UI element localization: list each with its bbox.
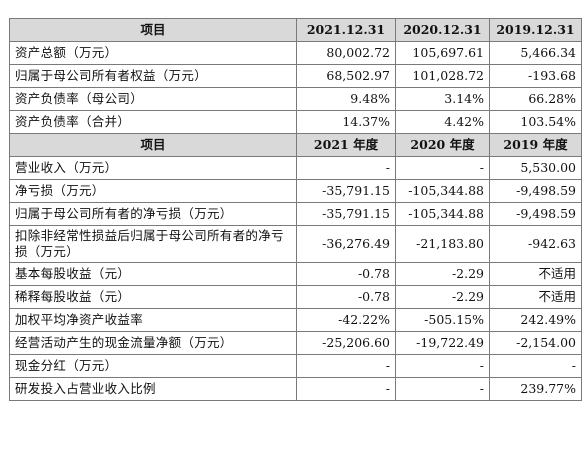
financial-table: 项目 2021.12.31 2020.12.31 2019.12.31 资产总额… [9, 18, 582, 401]
cell-value: 66.28% [489, 87, 582, 111]
header-cell: 2021 年度 [296, 133, 396, 157]
row-label: 加权平均净资产收益率 [9, 308, 297, 332]
table-row: 现金分红（万元） - - - [9, 354, 582, 378]
header-cell: 2020.12.31 [395, 18, 490, 42]
cell-value: -0.78 [296, 285, 396, 309]
table-row: 净亏损（万元） -35,791.15 -105,344.88 -9,498.59 [9, 179, 582, 203]
row-label: 资产负债率（母公司） [9, 87, 297, 111]
cell-value: 242.49% [489, 308, 582, 332]
table-row: 归属于母公司所有者权益（万元） 68,502.97 101,028.72 -19… [9, 64, 582, 88]
cell-value: -105,344.88 [395, 202, 490, 226]
cell-value: -505.15% [395, 308, 490, 332]
cell-value: 不适用 [489, 262, 582, 286]
row-label: 经营活动产生的现金流量净额（万元） [9, 331, 297, 355]
cell-value: 68,502.97 [296, 64, 396, 88]
cell-value: -0.78 [296, 262, 396, 286]
header-cell: 项目 [9, 18, 297, 42]
cell-value: 4.42% [395, 110, 490, 134]
header-cell: 2021.12.31 [296, 18, 396, 42]
cell-value: -2.29 [395, 262, 490, 286]
cell-value: -35,791.15 [296, 179, 396, 203]
table-row: 加权平均净资产收益率 -42.22% -505.15% 242.49% [9, 308, 582, 332]
cell-value: -2.29 [395, 285, 490, 309]
row-label: 营业收入（万元） [9, 156, 297, 180]
header-cell: 2019.12.31 [489, 18, 582, 42]
table-row: 资产负债率（合并） 14.37% 4.42% 103.54% [9, 110, 582, 134]
cell-value: -21,183.80 [395, 225, 490, 263]
cell-value: -19,722.49 [395, 331, 490, 355]
cell-value: - [296, 377, 396, 401]
table-row: 研发投入占营业收入比例 - - 239.77% [9, 377, 582, 401]
cell-value: - [296, 156, 396, 180]
cell-value: - [395, 156, 490, 180]
cell-value: -105,344.88 [395, 179, 490, 203]
header-cell: 2019 年度 [489, 133, 582, 157]
cell-value: -25,206.60 [296, 331, 396, 355]
cell-value: 103.54% [489, 110, 582, 134]
cell-value: -2,154.00 [489, 331, 582, 355]
table-header-row: 项目 2021 年度 2020 年度 2019 年度 [9, 133, 582, 157]
cell-value: 14.37% [296, 110, 396, 134]
cell-value: -36,276.49 [296, 225, 396, 263]
table-row: 扣除非经常性损益后归属于母公司所有者的净亏损（万元） -36,276.49 -2… [9, 225, 582, 263]
cell-value: - [395, 354, 490, 378]
cell-value: 80,002.72 [296, 41, 396, 65]
table-row: 归属于母公司所有者的净亏损（万元） -35,791.15 -105,344.88… [9, 202, 582, 226]
cell-value: - [489, 354, 582, 378]
table-row: 经营活动产生的现金流量净额（万元） -25,206.60 -19,722.49 … [9, 331, 582, 355]
row-label: 资产负债率（合并） [9, 110, 297, 134]
table-row: 营业收入（万元） - - 5,530.00 [9, 156, 582, 180]
row-label: 归属于母公司所有者的净亏损（万元） [9, 202, 297, 226]
table-row: 稀释每股收益（元） -0.78 -2.29 不适用 [9, 285, 582, 309]
row-label: 扣除非经常性损益后归属于母公司所有者的净亏损（万元） [9, 225, 297, 263]
cell-value: 105,697.61 [395, 41, 490, 65]
row-label: 研发投入占营业收入比例 [9, 377, 297, 401]
cell-value: - [395, 377, 490, 401]
cell-value: 3.14% [395, 87, 490, 111]
cell-value: -35,791.15 [296, 202, 396, 226]
row-label: 稀释每股收益（元） [9, 285, 297, 309]
table-row: 基本每股收益（元） -0.78 -2.29 不适用 [9, 262, 582, 286]
cell-value: -42.22% [296, 308, 396, 332]
cell-value: 101,028.72 [395, 64, 490, 88]
cell-value: 5,466.34 [489, 41, 582, 65]
table-header-row: 项目 2021.12.31 2020.12.31 2019.12.31 [9, 18, 582, 42]
cell-value: - [296, 354, 396, 378]
cell-value: -942.63 [489, 225, 582, 263]
cell-value: 9.48% [296, 87, 396, 111]
table-row: 资产负债率（母公司） 9.48% 3.14% 66.28% [9, 87, 582, 111]
cell-value: 239.77% [489, 377, 582, 401]
cell-value: -9,498.59 [489, 202, 582, 226]
cell-value: 不适用 [489, 285, 582, 309]
cell-value: -9,498.59 [489, 179, 582, 203]
header-cell: 2020 年度 [395, 133, 490, 157]
cell-value: -193.68 [489, 64, 582, 88]
row-label: 归属于母公司所有者权益（万元） [9, 64, 297, 88]
row-label: 现金分红（万元） [9, 354, 297, 378]
cell-value: 5,530.00 [489, 156, 582, 180]
table-row: 资产总额（万元） 80,002.72 105,697.61 5,466.34 [9, 41, 582, 65]
row-label: 资产总额（万元） [9, 41, 297, 65]
row-label: 净亏损（万元） [9, 179, 297, 203]
row-label: 基本每股收益（元） [9, 262, 297, 286]
header-cell: 项目 [9, 133, 297, 157]
